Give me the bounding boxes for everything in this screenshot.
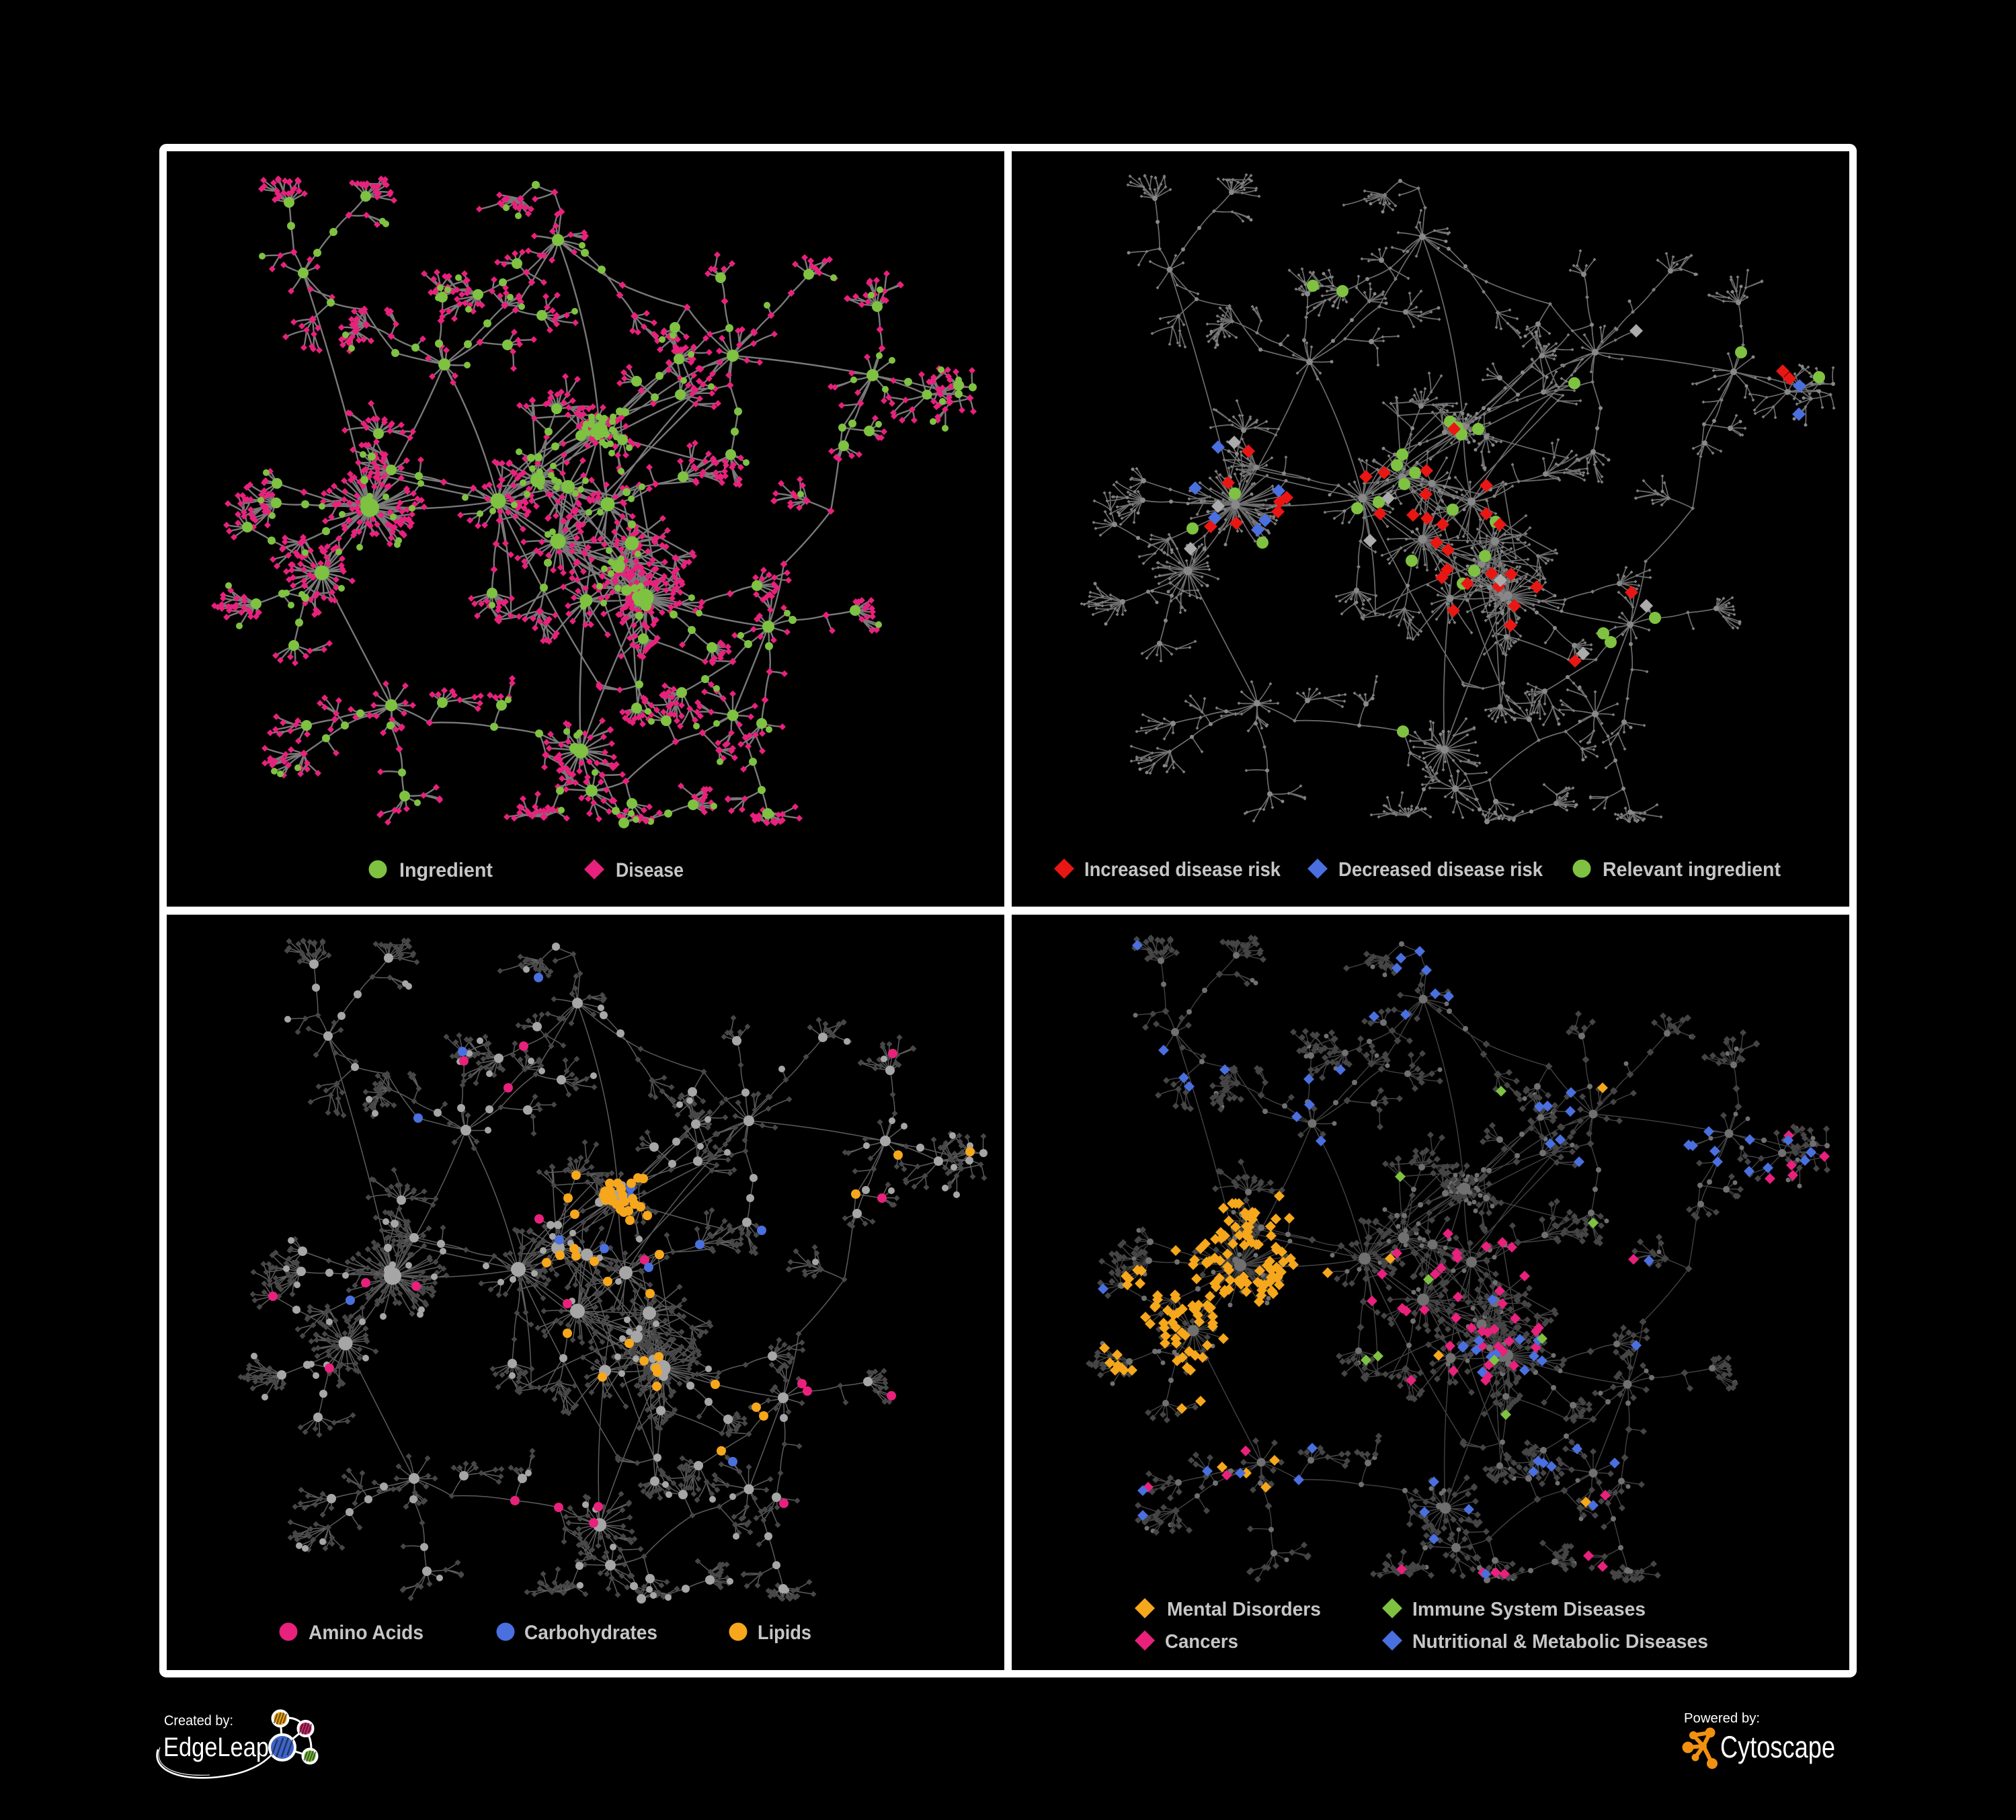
- svg-text:Powered by:: Powered by:: [1684, 1711, 1760, 1726]
- svg-text:Mental Disorders: Mental Disorders: [1167, 1599, 1321, 1620]
- svg-text:Relevant ingredient: Relevant ingredient: [1603, 859, 1781, 881]
- svg-text:Amino Acids: Amino Acids: [309, 1622, 424, 1644]
- svg-text:Cancers: Cancers: [1165, 1631, 1238, 1653]
- svg-text:Increased disease risk: Increased disease risk: [1084, 859, 1281, 881]
- svg-text:Immune System Diseases: Immune System Diseases: [1412, 1599, 1646, 1620]
- svg-text:EdgeLeap: EdgeLeap: [163, 1733, 269, 1762]
- svg-text:Disease: Disease: [616, 859, 684, 881]
- svg-text:Cytoscape: Cytoscape: [1720, 1730, 1835, 1764]
- svg-text:Carbohydrates: Carbohydrates: [524, 1622, 657, 1644]
- svg-text:Nutritional & Metabolic Diseas: Nutritional & Metabolic Diseases: [1412, 1631, 1708, 1653]
- svg-text:Created by:: Created by:: [164, 1713, 233, 1729]
- svg-text:Ingredient: Ingredient: [399, 859, 493, 881]
- svg-text:Decreased disease risk: Decreased disease risk: [1338, 859, 1543, 881]
- svg-text:Lipids: Lipids: [758, 1622, 811, 1644]
